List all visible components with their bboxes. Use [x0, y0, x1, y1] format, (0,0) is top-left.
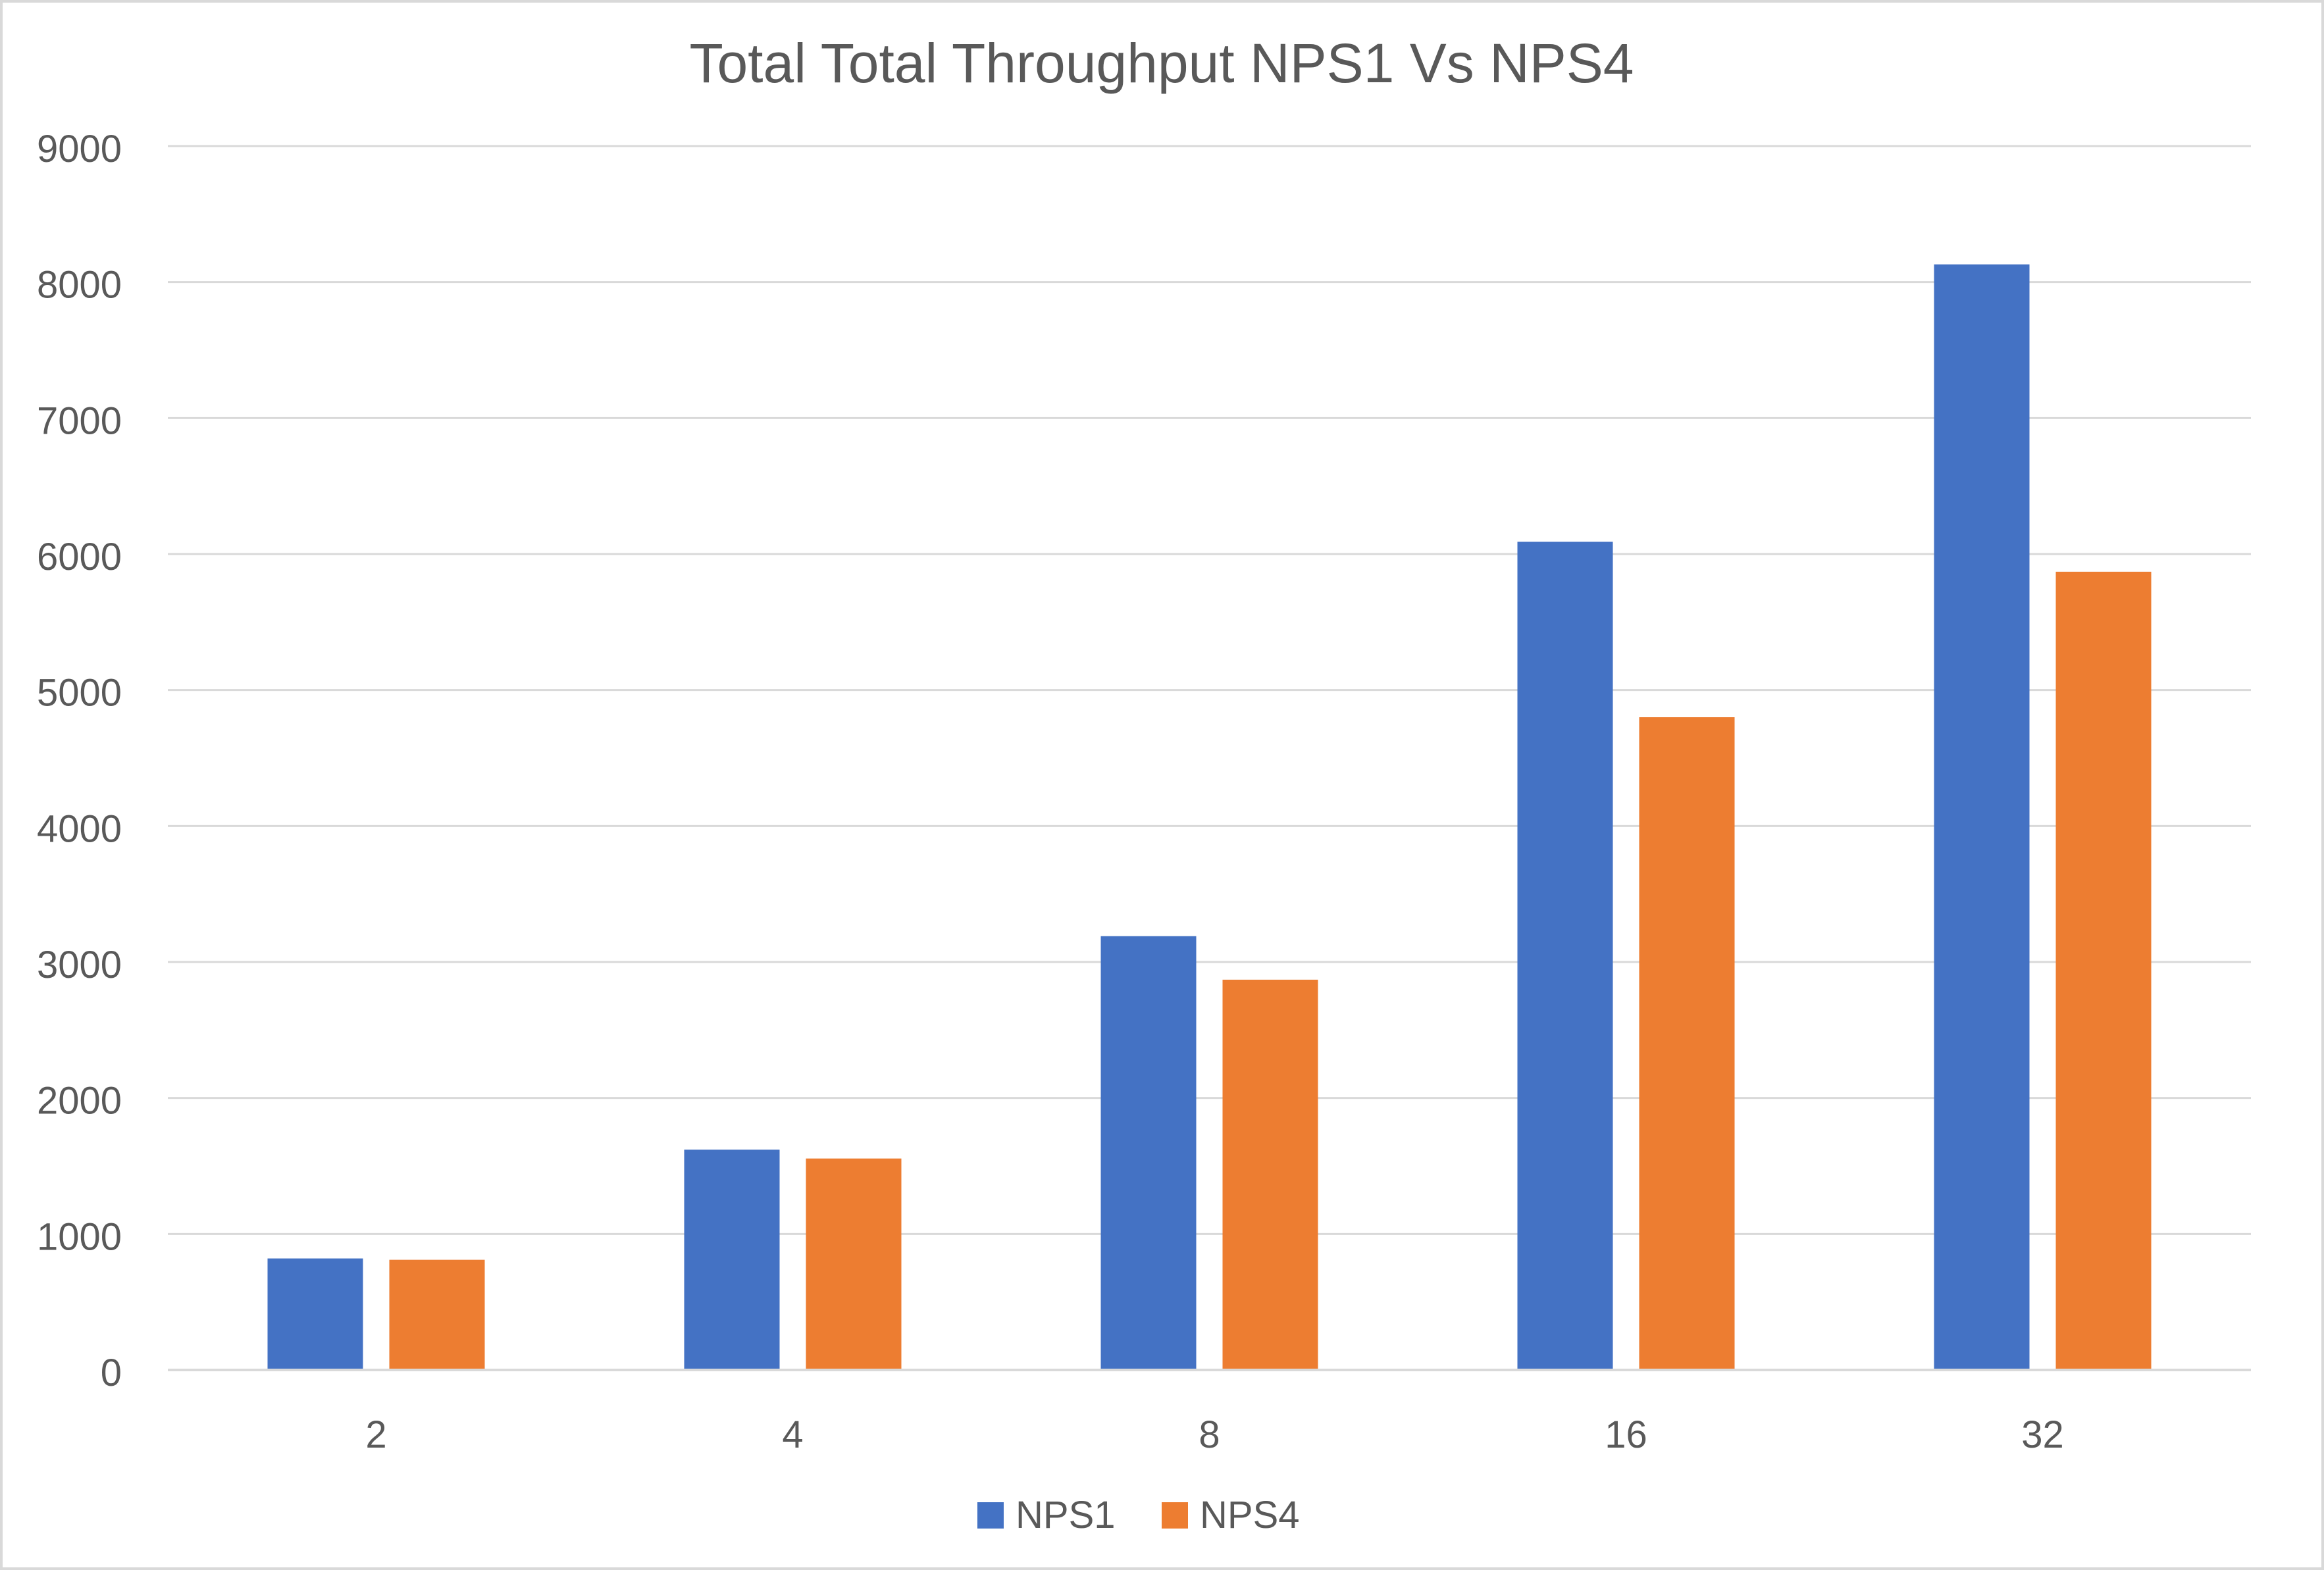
- bar-nps4-2: [389, 1259, 485, 1370]
- y-tick-label: 8000: [37, 264, 122, 307]
- x-tick-label: 4: [782, 1413, 803, 1456]
- bar-nps4-4: [806, 1158, 902, 1370]
- x-tick-label: 8: [1199, 1413, 1220, 1456]
- legend-swatch-nps4: [1162, 1502, 1188, 1529]
- x-tick-label: 16: [1605, 1413, 1647, 1456]
- bar-nps4-8: [1222, 979, 1318, 1370]
- bar-nps1-16: [1517, 542, 1613, 1370]
- x-tick-label: 2: [365, 1413, 386, 1456]
- y-tick-label: 1000: [37, 1215, 122, 1258]
- bar-nps1-32: [1934, 264, 2030, 1370]
- y-tick-label: 0: [101, 1352, 122, 1394]
- y-axis-tick-labels: 0 1000 2000 3000 4000 5000 6000 7000 8000 9000: [37, 128, 122, 1394]
- y-tick-label: 7000: [37, 399, 122, 442]
- y-tick-label: 5000: [37, 672, 122, 715]
- y-tick-label: 6000: [37, 536, 122, 578]
- x-axis-tick-labels: 2 4 8 16 32: [365, 1413, 2063, 1456]
- chart-title: Total Total Throughput NPS1 Vs NPS4: [689, 32, 1634, 94]
- legend-swatch-nps1: [977, 1502, 1004, 1529]
- legend-label-nps1: NPS1: [1016, 1494, 1116, 1536]
- bar-nps1-2: [267, 1258, 363, 1370]
- bar-nps1-4: [684, 1150, 780, 1370]
- legend-label-nps4: NPS4: [1200, 1494, 1300, 1536]
- gridlines: [168, 145, 2251, 1235]
- legend: NPS1 NPS4: [977, 1494, 1300, 1536]
- bar-nps4-16: [1639, 717, 1735, 1370]
- bar-nps4-32: [2055, 571, 2152, 1370]
- x-tick-label: 32: [2021, 1413, 2064, 1456]
- bars: [267, 264, 2152, 1370]
- y-tick-label: 9000: [37, 128, 122, 170]
- bar-nps1-8: [1100, 936, 1197, 1370]
- y-tick-label: 4000: [37, 807, 122, 850]
- y-tick-label: 3000: [37, 944, 122, 986]
- y-tick-label: 2000: [37, 1080, 122, 1123]
